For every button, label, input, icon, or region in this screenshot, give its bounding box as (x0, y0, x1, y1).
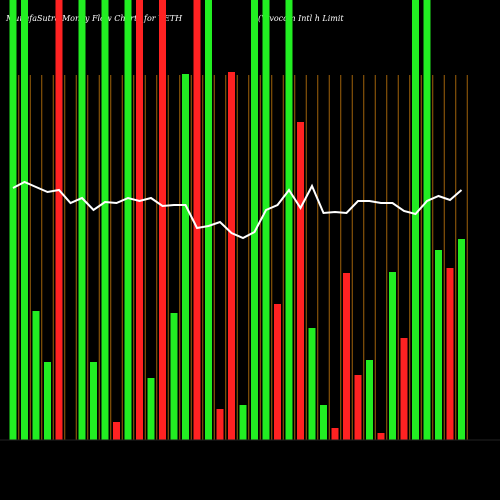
chart-title: MunafaSutra Money Flow Charts for VETH (5, 14, 183, 23)
bar (101, 0, 109, 440)
bar (297, 122, 304, 440)
bar (435, 250, 442, 440)
bar (320, 405, 327, 440)
bar (159, 0, 166, 440)
bar (228, 72, 235, 440)
bar (285, 0, 293, 440)
bar (90, 362, 97, 440)
bar (366, 360, 373, 440)
bar (400, 338, 408, 440)
bar (343, 273, 350, 440)
bar (32, 311, 40, 440)
bar (78, 0, 86, 440)
bar (193, 0, 201, 440)
bar (377, 433, 385, 440)
bar (147, 378, 155, 440)
bar (423, 0, 431, 440)
bar (446, 268, 454, 440)
chart-subtitle: (Vivocom Intl h Limit (258, 14, 344, 23)
bar (251, 0, 258, 440)
bar (216, 409, 224, 440)
bar (389, 272, 396, 440)
bar (9, 0, 17, 440)
bar (262, 0, 270, 440)
bar (170, 313, 178, 440)
bar (21, 0, 28, 440)
bar (136, 0, 143, 440)
bar (44, 362, 51, 440)
bar (354, 375, 362, 440)
bar (331, 428, 339, 440)
bar (205, 0, 212, 440)
bar (55, 0, 63, 440)
bar (308, 328, 316, 440)
bar (458, 239, 465, 440)
bar (113, 422, 120, 440)
bar (274, 304, 281, 440)
bar (182, 74, 189, 440)
price-line (12, 180, 463, 240)
bar (412, 0, 419, 440)
bar (239, 405, 247, 440)
bar (124, 0, 132, 440)
